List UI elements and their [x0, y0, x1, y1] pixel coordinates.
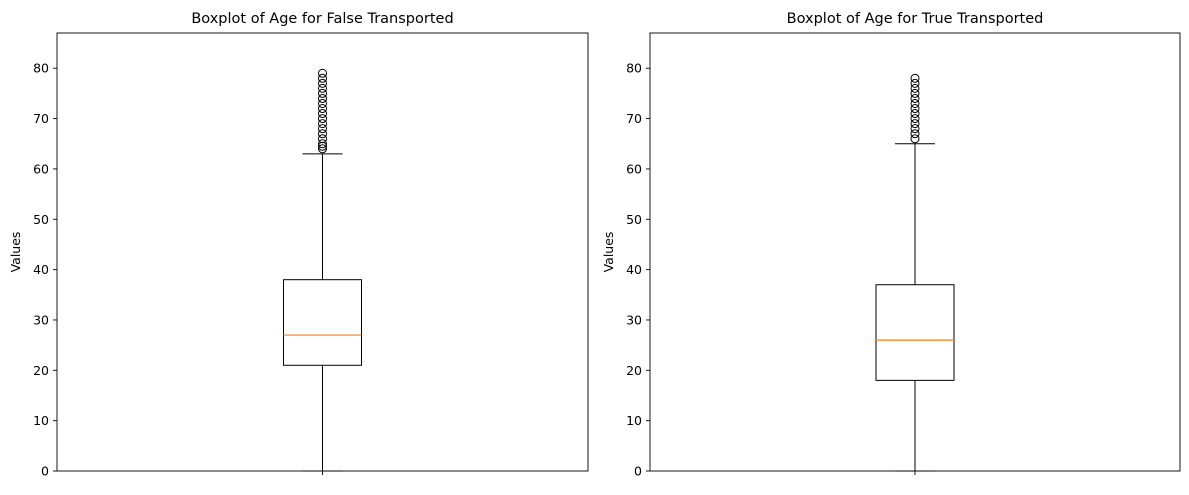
- outlier-point: [910, 83, 920, 93]
- outlier-point: [910, 129, 920, 139]
- outlier-point: [318, 73, 327, 83]
- outlier-point: [318, 139, 327, 149]
- outlier-point: [910, 124, 920, 134]
- outlier-point: [910, 104, 920, 114]
- y-tick-label: 50: [626, 212, 642, 227]
- y-tick-label: 30: [626, 312, 642, 327]
- outlier-point: [910, 109, 920, 119]
- y-tick-label: 60: [626, 161, 642, 176]
- plot-frame: [649, 32, 1181, 472]
- outlier-point: [910, 78, 920, 88]
- outlier-point: [910, 73, 920, 83]
- y-tick-label: 10: [626, 413, 642, 428]
- y-tick-label: 50: [33, 212, 49, 227]
- y-tick-label: 20: [626, 363, 642, 378]
- outlier-point: [318, 88, 327, 98]
- outlier-point: [910, 93, 920, 103]
- outlier-point: [318, 124, 327, 134]
- outlier-point: [318, 98, 327, 108]
- y-axis-label: Values: [8, 232, 23, 273]
- y-tick-label: 20: [33, 363, 49, 378]
- y-tick-label: 30: [33, 312, 49, 327]
- outlier-point: [318, 144, 327, 154]
- y-tick-label: 80: [626, 61, 642, 76]
- y-tick-label: 0: [41, 464, 49, 479]
- outlier-point: [318, 68, 327, 78]
- iqr-box: [875, 284, 955, 381]
- y-tick-label: 40: [626, 262, 642, 277]
- outlier-point: [910, 88, 920, 98]
- y-tick-label: 40: [33, 262, 49, 277]
- outlier-point: [318, 109, 327, 119]
- y-tick-label: 60: [33, 161, 49, 176]
- outlier-point: [910, 119, 920, 129]
- y-tick-label: 80: [33, 61, 49, 76]
- y-tick-label: 70: [33, 111, 49, 126]
- iqr-box: [283, 279, 362, 366]
- y-axis-label: Values: [601, 232, 616, 273]
- chart-title: Boxplot of Age for False Transported: [191, 11, 453, 27]
- chart-panel-2: Boxplot of Age for True Transported Value…: [601, 11, 1181, 479]
- outlier-point: [318, 129, 327, 139]
- chart-panel-1: Boxplot of Age for False Transported Valu…: [8, 11, 589, 479]
- outlier-point: [318, 119, 327, 129]
- outlier-point: [910, 134, 920, 144]
- outlier-point: [910, 98, 920, 108]
- y-tick-label: 70: [626, 111, 642, 126]
- y-tick-label: 10: [33, 413, 49, 428]
- outlier-point: [318, 83, 327, 93]
- y-tick-label: 0: [634, 464, 642, 479]
- chart-title: Boxplot of Age for True Transported: [787, 11, 1044, 27]
- outlier-point: [910, 114, 920, 124]
- outlier-point: [318, 78, 327, 88]
- outlier-point: [318, 134, 327, 144]
- plot-frame: [56, 32, 589, 472]
- outlier-point: [318, 104, 327, 114]
- outlier-point: [318, 114, 327, 124]
- outlier-point: [318, 93, 327, 103]
